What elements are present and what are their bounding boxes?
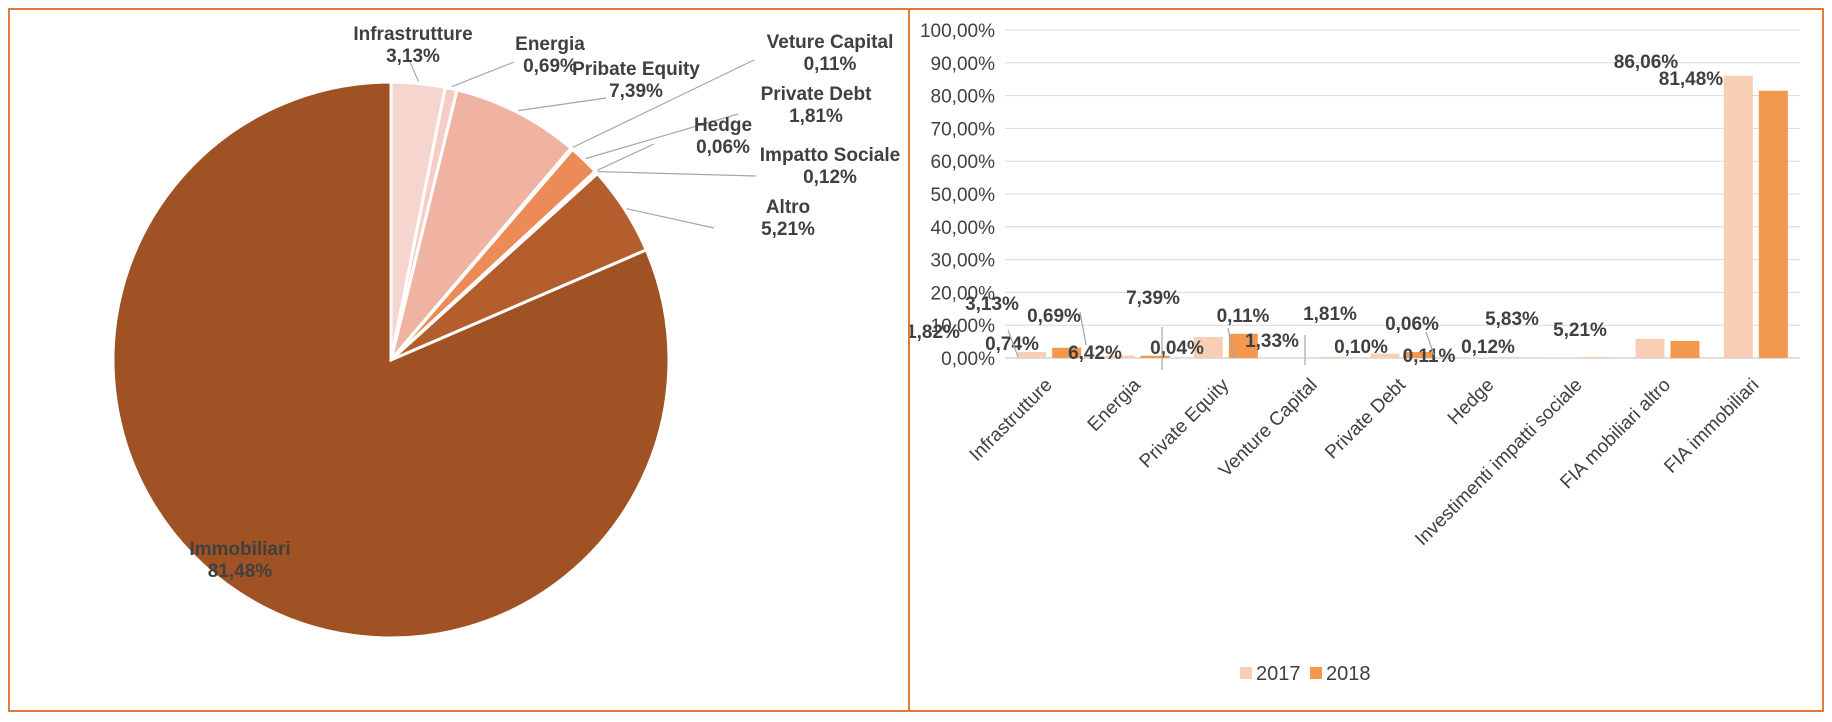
pie-value-private-debt: 1,81%	[789, 106, 843, 127]
y-tick-label: 10,00%	[931, 316, 996, 337]
data-label-leader-line	[1007, 329, 1019, 358]
pie-value-hedge: 0,06%	[696, 137, 750, 158]
data-label-leader-line	[1425, 331, 1435, 356]
x-tick-label-fia-immobiliari: FIA immobiliari	[1660, 375, 1763, 478]
y-tick-label: 0,00%	[941, 349, 995, 370]
x-tick-label-private-equity: Private Equity	[1136, 374, 1234, 472]
x-tick-label-investimenti-impatti-sociale: Investimenti impatti sociale	[1411, 375, 1586, 550]
y-tick-label: 80,00%	[931, 87, 996, 108]
y-tick-label: 30,00%	[931, 251, 996, 272]
bar-2017-private-debt	[1370, 353, 1400, 358]
pie-slice-immobiliari	[111, 80, 671, 640]
data-label-2018-hedge: 0,06%	[1385, 314, 1439, 335]
bar-chart-panel: 0,00% 10,00% 20,00% 30,00% 40,00% 50,00% 60,00…	[908, 8, 1824, 712]
bar-2017-energia	[1105, 355, 1135, 358]
bar-2018-infrastrutture	[1052, 347, 1082, 358]
data-label-2018-investimenti-impatti-sociale: 0,12%	[1461, 337, 1515, 358]
data-label-leader-line	[1079, 311, 1087, 346]
bar-2017-private-equity	[1193, 336, 1223, 358]
data-label-2017-private-equity: 6,42%	[1068, 343, 1122, 364]
pie-leader-line-veture-capital	[572, 59, 755, 148]
data-label-2018-fia-mobiliari-altro: 5,21%	[1553, 320, 1607, 341]
data-label-2018-fia-immobiliari: 81,48%	[1659, 69, 1724, 90]
y-tick-label: 60,00%	[931, 152, 996, 173]
legend-label-2017: 2017	[1256, 663, 1301, 685]
data-label-2018-energia: 0,69%	[1027, 306, 1081, 327]
legend-swatch-2018	[1310, 667, 1322, 679]
pie-value-altro: 5,21%	[761, 219, 815, 240]
pie-label-altro: Altro	[766, 197, 810, 218]
data-label-2018-private-equity: 7,39%	[1126, 288, 1180, 309]
data-label-2017-investimenti-impatti-sociale: 0,11%	[1403, 346, 1456, 367]
bar-2018-private-debt	[1405, 352, 1435, 358]
data-label-2017-hedge: 0,10%	[1334, 337, 1388, 358]
bar-chart: 0,00% 10,00% 20,00% 30,00% 40,00% 50,00% 60,00…	[910, 21, 1800, 685]
legend-label-2018: 2018	[1326, 663, 1371, 685]
y-tick-label: 20,00%	[931, 283, 996, 304]
pie-value-infrastrutture: 3,13%	[386, 46, 440, 67]
data-label-2017-venture-capital: 0,04%	[1150, 338, 1204, 359]
pie-leader-line-private-debt	[585, 113, 739, 160]
data-label-2017-fia-immobiliari: 86,06%	[1614, 52, 1679, 73]
legend-swatch-2017	[1240, 667, 1252, 679]
x-tick-label-private-debt: Private Debt	[1321, 374, 1410, 463]
data-label-leader-line	[1227, 327, 1235, 359]
pie-label-hedge: Hedge	[694, 115, 752, 136]
pie-label-private-debt: Private Debt	[761, 84, 873, 105]
pie-label-energia: Energia	[515, 34, 585, 55]
bar-2017-fia-immobiliari	[1723, 75, 1753, 358]
x-tick-label-hedge: Hedge	[1444, 375, 1498, 429]
pie-label-infrastrutture: Infrastrutture	[353, 24, 472, 45]
pie-label-impatto-sociale: Impatto Sociale	[760, 145, 900, 166]
data-label-2017-infrastrutture: 1,82%	[910, 322, 960, 343]
bar-2017-infrastrutture	[1017, 352, 1047, 358]
x-tick-label-energia: Energia	[1084, 374, 1145, 435]
bar-2017-fia-mobiliari-altro	[1635, 338, 1665, 358]
data-label-2017-energia: 0,74%	[985, 334, 1039, 355]
pie-label-immobiliari: Immobiliari	[189, 539, 290, 560]
data-label-2018-infrastrutture: 3,13%	[965, 294, 1019, 315]
pie-leader-line-hedge	[596, 143, 655, 171]
y-tick-label: 100,00%	[920, 21, 995, 42]
y-tick-label: 50,00%	[931, 185, 996, 206]
pie-chart-panel: Infrastrutture 3,13% Energia 0,69% Pribate E…	[8, 8, 910, 712]
y-tick-label: 90,00%	[931, 54, 996, 75]
x-tick-label-infrastrutture: Infrastrutture	[966, 375, 1057, 466]
pie-value-impatto-sociale: 0,12%	[803, 167, 857, 188]
pie-slice-pribate-equity	[389, 88, 574, 361]
data-label-2017-private-debt: 1,33%	[1245, 331, 1299, 352]
pie-leader-line-energia	[451, 61, 515, 88]
pie-value-immobiliari: 81,48%	[208, 561, 273, 582]
y-tick-label: 40,00%	[931, 218, 996, 239]
pie-value-energia: 0,69%	[523, 56, 577, 77]
bar-2018-energia	[1140, 355, 1170, 358]
data-label-2018-venture-capital: 0,11%	[1217, 306, 1270, 327]
data-label-2018-private-debt: 1,81%	[1303, 304, 1357, 325]
y-tick-label: 70,00%	[931, 119, 996, 140]
pie-leader-line-altro	[626, 208, 715, 229]
pie-label-pribate-equity: Pribate Equity	[572, 59, 700, 80]
pie-label-veture-capital: Veture Capital	[767, 32, 894, 53]
bar-2018-fia-mobiliari-altro	[1670, 340, 1700, 358]
pie-leader-line-pribate-equity	[518, 97, 607, 112]
bar-2018-fia-immobiliari	[1758, 90, 1788, 358]
pie-value-veture-capital: 0,11%	[804, 54, 857, 75]
pie-leader-line-infrastrutture	[409, 61, 420, 82]
pie-value-pribate-equity: 7,39%	[609, 81, 663, 102]
pie-leader-line-impatto-sociale	[598, 170, 757, 177]
data-label-2017-fia-mobiliari-altro: 5,83%	[1485, 309, 1539, 330]
